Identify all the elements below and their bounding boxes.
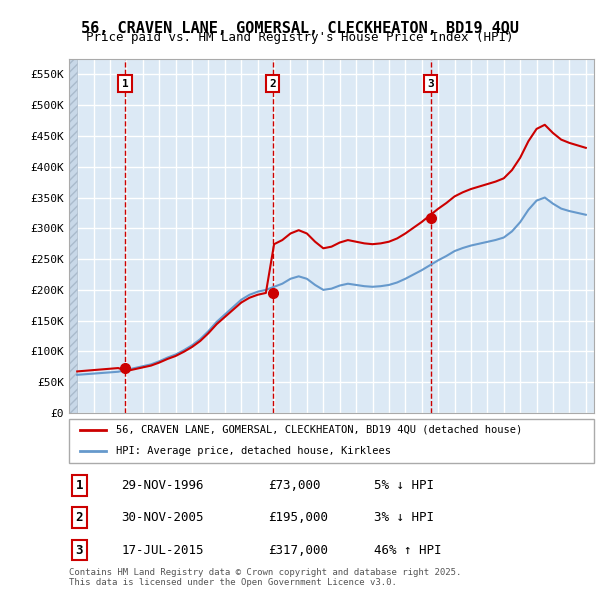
Text: 56, CRAVEN LANE, GOMERSAL, CLECKHEATON, BD19 4QU: 56, CRAVEN LANE, GOMERSAL, CLECKHEATON, … bbox=[81, 21, 519, 35]
Text: 2: 2 bbox=[269, 79, 276, 88]
FancyBboxPatch shape bbox=[69, 419, 594, 463]
Text: 46% ↑ HPI: 46% ↑ HPI bbox=[373, 543, 441, 557]
Text: 30-NOV-2005: 30-NOV-2005 bbox=[121, 511, 204, 525]
Text: 29-NOV-1996: 29-NOV-1996 bbox=[121, 478, 204, 492]
Text: 56, CRAVEN LANE, GOMERSAL, CLECKHEATON, BD19 4QU (detached house): 56, CRAVEN LANE, GOMERSAL, CLECKHEATON, … bbox=[116, 425, 523, 435]
Text: 17-JUL-2015: 17-JUL-2015 bbox=[121, 543, 204, 557]
Text: 5% ↓ HPI: 5% ↓ HPI bbox=[373, 478, 433, 492]
Text: 1: 1 bbox=[122, 79, 128, 88]
Text: 3: 3 bbox=[76, 543, 83, 557]
Text: Price paid vs. HM Land Registry's House Price Index (HPI): Price paid vs. HM Land Registry's House … bbox=[86, 31, 514, 44]
Text: 3% ↓ HPI: 3% ↓ HPI bbox=[373, 511, 433, 525]
Polygon shape bbox=[69, 59, 77, 413]
Text: Contains HM Land Registry data © Crown copyright and database right 2025.
This d: Contains HM Land Registry data © Crown c… bbox=[69, 568, 461, 587]
Text: HPI: Average price, detached house, Kirklees: HPI: Average price, detached house, Kirk… bbox=[116, 446, 391, 455]
Text: 2: 2 bbox=[76, 511, 83, 525]
Text: £195,000: £195,000 bbox=[269, 511, 329, 525]
Text: £317,000: £317,000 bbox=[269, 543, 329, 557]
Text: 3: 3 bbox=[427, 79, 434, 88]
Text: £73,000: £73,000 bbox=[269, 478, 321, 492]
Text: 1: 1 bbox=[76, 478, 83, 492]
